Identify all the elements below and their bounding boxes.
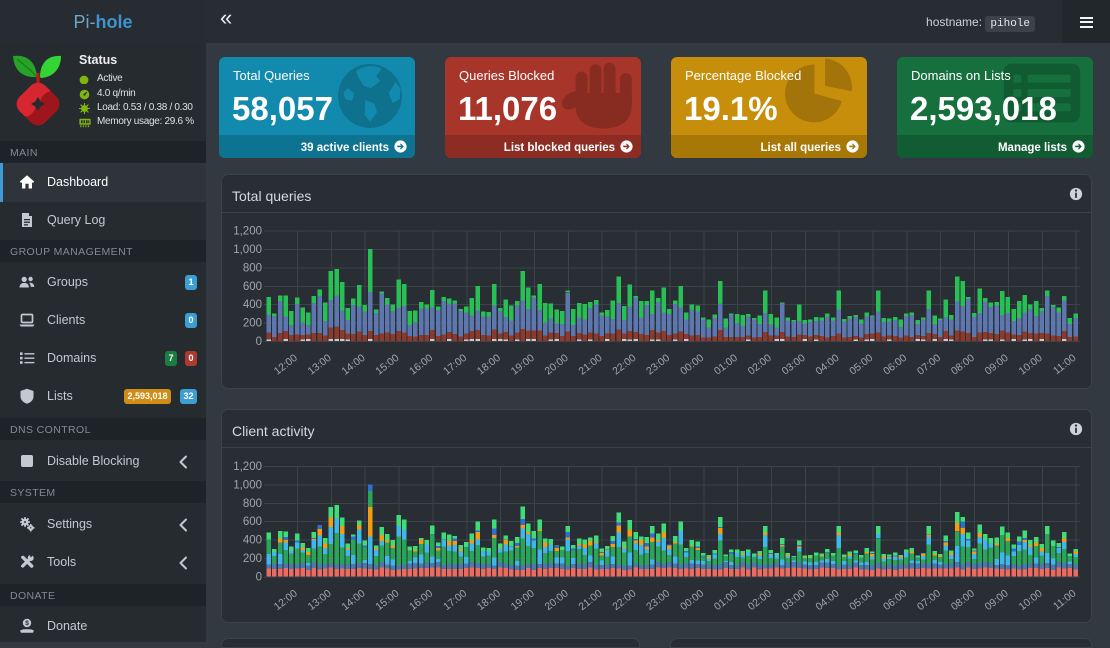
svg-text:600: 600 xyxy=(243,281,262,293)
svg-text:20:00: 20:00 xyxy=(543,587,571,613)
svg-text:09:00: 09:00 xyxy=(983,352,1011,378)
svg-text:06:00: 06:00 xyxy=(881,352,909,378)
svg-text:13:00: 13:00 xyxy=(306,352,334,378)
svg-text:15:00: 15:00 xyxy=(373,587,401,613)
svg-text:$: $ xyxy=(25,620,29,627)
svg-text:1,000: 1,000 xyxy=(233,479,262,491)
svg-text:04:00: 04:00 xyxy=(813,352,841,378)
svg-text:19:00: 19:00 xyxy=(509,352,537,378)
svg-text:23:00: 23:00 xyxy=(644,352,672,378)
svg-text:17:00: 17:00 xyxy=(441,587,469,613)
svg-text:02:00: 02:00 xyxy=(746,587,774,613)
svg-text:21:00: 21:00 xyxy=(576,587,604,613)
svg-text:21:00: 21:00 xyxy=(576,352,604,378)
svg-text:05:00: 05:00 xyxy=(847,352,875,378)
svg-text:0: 0 xyxy=(256,572,262,584)
svg-text:800: 800 xyxy=(243,262,262,274)
svg-text:02:00: 02:00 xyxy=(746,352,774,378)
svg-text:1,200: 1,200 xyxy=(233,226,262,238)
svg-text:12:00: 12:00 xyxy=(272,587,300,613)
svg-text:18:00: 18:00 xyxy=(475,587,503,613)
svg-text:400: 400 xyxy=(243,535,262,547)
svg-text:16:00: 16:00 xyxy=(407,352,435,378)
svg-text:12:00: 12:00 xyxy=(272,352,300,378)
svg-text:07:00: 07:00 xyxy=(915,587,943,613)
svg-text:06:00: 06:00 xyxy=(881,587,909,613)
svg-text:200: 200 xyxy=(243,553,262,565)
svg-text:09:00: 09:00 xyxy=(983,587,1011,613)
svg-text:00:00: 00:00 xyxy=(678,587,706,613)
svg-text:17:00: 17:00 xyxy=(441,352,469,378)
svg-text:14:00: 14:00 xyxy=(339,352,367,378)
svg-text:16:00: 16:00 xyxy=(407,587,435,613)
svg-text:11:00: 11:00 xyxy=(1051,352,1079,377)
svg-text:03:00: 03:00 xyxy=(780,352,808,378)
svg-text:10:00: 10:00 xyxy=(1017,587,1045,613)
svg-text:18:00: 18:00 xyxy=(475,352,503,378)
svg-text:1,000: 1,000 xyxy=(233,244,262,256)
svg-text:22:00: 22:00 xyxy=(610,587,638,613)
svg-text:04:00: 04:00 xyxy=(813,587,841,613)
svg-text:05:00: 05:00 xyxy=(847,587,875,613)
svg-text:15:00: 15:00 xyxy=(373,352,401,378)
svg-text:01:00: 01:00 xyxy=(712,352,740,378)
svg-text:11:00: 11:00 xyxy=(1051,587,1079,612)
svg-text:01:00: 01:00 xyxy=(712,587,740,613)
svg-text:07:00: 07:00 xyxy=(915,352,943,378)
svg-text:03:00: 03:00 xyxy=(780,587,808,613)
svg-text:200: 200 xyxy=(243,318,262,330)
svg-text:10:00: 10:00 xyxy=(1017,352,1045,378)
svg-text:08:00: 08:00 xyxy=(949,352,977,378)
svg-text:13:00: 13:00 xyxy=(306,587,334,613)
svg-text:00:00: 00:00 xyxy=(678,352,706,378)
svg-text:600: 600 xyxy=(243,516,262,528)
svg-text:0: 0 xyxy=(256,336,262,348)
svg-text:14:00: 14:00 xyxy=(339,587,367,613)
svg-text:400: 400 xyxy=(243,299,262,311)
svg-text:800: 800 xyxy=(243,498,262,510)
svg-text:23:00: 23:00 xyxy=(644,587,672,613)
svg-text:22:00: 22:00 xyxy=(610,352,638,378)
svg-text:19:00: 19:00 xyxy=(509,587,537,613)
svg-text:08:00: 08:00 xyxy=(949,587,977,613)
svg-text:20:00: 20:00 xyxy=(543,352,571,378)
svg-text:1,200: 1,200 xyxy=(233,461,262,473)
